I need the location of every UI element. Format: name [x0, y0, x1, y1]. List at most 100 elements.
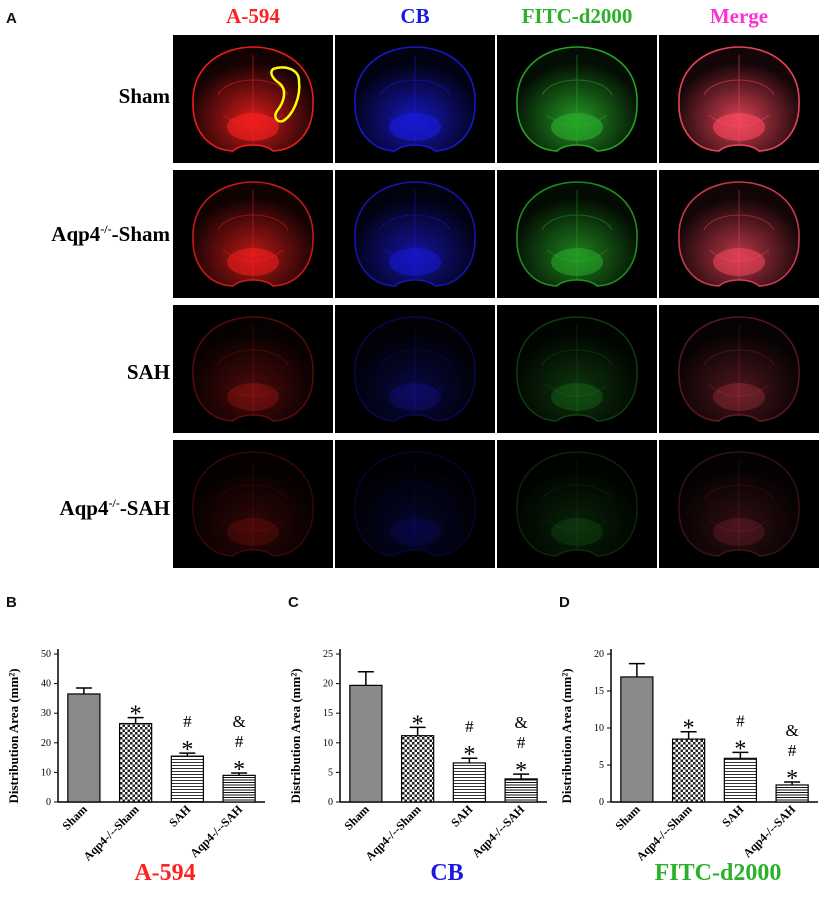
micrograph-tile — [659, 305, 819, 433]
micrograph-tile — [659, 440, 819, 568]
bar — [620, 676, 654, 803]
brain-section-outline — [354, 451, 476, 557]
y-tick-label: 20 — [323, 679, 333, 690]
y-tick-label: 25 — [323, 649, 333, 660]
y-tick-label: 10 — [323, 738, 333, 749]
y-tick-label: 40 — [41, 679, 51, 690]
bar-chart-c: Distribution Area (mm²) 0 5 10 15 20 25 Sham * Aq… — [288, 649, 547, 864]
category-label: Aqp4-/--Sham — [80, 802, 141, 863]
y-tick-label: 10 — [594, 723, 604, 734]
micrograph-tile — [497, 35, 657, 163]
category-label: Sham — [341, 802, 372, 833]
bar — [400, 735, 435, 803]
brain-section-outline — [678, 316, 800, 422]
y-axis-label: Distribution Area (mm²) — [6, 668, 21, 803]
bar — [170, 755, 205, 803]
micrograph-tile — [173, 170, 333, 298]
row-label-1: Aqp4-/--Sham — [51, 222, 170, 246]
significance-mark: * — [734, 736, 746, 762]
micrograph-tile — [335, 440, 495, 568]
brain-section-outline — [678, 181, 800, 287]
category-label: Sham — [612, 802, 643, 833]
micrograph-tile — [497, 305, 657, 433]
column-header-0: A-594 — [226, 4, 280, 28]
bar-chart-d: Distribution Area (mm²) 0 5 10 15 20 Sham * Aqp4… — [559, 649, 818, 864]
micrograph-tile — [335, 305, 495, 433]
significance-mark: # — [736, 711, 745, 730]
significance-mark: # — [235, 732, 244, 751]
bar — [118, 722, 153, 803]
y-tick-label: 50 — [41, 649, 51, 660]
y-tick-label: 20 — [41, 738, 51, 749]
y-tick-label: 5 — [328, 767, 333, 778]
significance-mark: * — [181, 737, 193, 763]
y-tick-label: 20 — [594, 649, 604, 660]
significance-mark: * — [683, 716, 695, 742]
significance-mark: # — [517, 733, 526, 752]
micrograph-tile — [335, 170, 495, 298]
bar — [349, 684, 383, 803]
chart-caption-c: CB — [430, 860, 464, 886]
column-header-1: CB — [400, 4, 430, 28]
row-label-0: Sham — [118, 84, 170, 108]
y-tick-label: 15 — [594, 686, 604, 697]
column-header-3: Merge — [709, 4, 769, 28]
micrograph-tile — [659, 35, 819, 163]
chart-caption-b: A-594 — [134, 860, 196, 886]
brain-section-outline — [678, 451, 800, 557]
bar — [452, 762, 487, 803]
bar — [222, 774, 256, 803]
category-label: Aqp4-/--SAH — [740, 802, 798, 860]
category-label: Aqp4-/--SAH — [187, 802, 245, 860]
y-tick-label: 0 — [599, 797, 604, 808]
micrograph-tile — [659, 170, 819, 298]
brain-section-outline — [354, 181, 476, 287]
chart-caption-d: FITC-d2000 — [654, 860, 782, 886]
category-label: SAH — [719, 802, 747, 830]
significance-mark: * — [463, 742, 475, 768]
significance-mark: * — [515, 758, 527, 784]
y-tick-label: 0 — [328, 797, 333, 808]
brain-section-outline — [192, 451, 314, 557]
significance-mark: # — [788, 741, 797, 760]
significance-mark: # — [465, 717, 474, 736]
significance-mark: * — [233, 757, 245, 783]
category-label: Aqp4-/--Sham — [362, 802, 423, 863]
category-label: Sham — [59, 802, 90, 833]
y-tick-label: 5 — [599, 760, 604, 771]
significance-mark: & — [233, 712, 246, 731]
brain-section-outline — [354, 316, 476, 422]
significance-mark: # — [183, 712, 192, 731]
micrograph-tile — [173, 305, 333, 433]
category-label: Aqp4-/--Sham — [633, 802, 694, 863]
brain-section-outline — [516, 451, 638, 557]
y-tick-label: 0 — [46, 797, 51, 808]
category-label: SAH — [448, 802, 476, 830]
category-label: SAH — [166, 802, 194, 830]
micrograph-tile — [497, 170, 657, 298]
roi-outline — [270, 66, 301, 123]
brain-section-outline — [192, 316, 314, 422]
brain-section-outline — [516, 316, 638, 422]
panel-letter-c: C — [288, 594, 299, 611]
row-label-2: SAH — [126, 360, 170, 384]
panel-letter-a: A — [6, 10, 17, 27]
panel-letter-b: B — [6, 594, 17, 611]
y-tick-label: 15 — [323, 708, 333, 719]
category-label: Aqp4-/--SAH — [469, 802, 527, 860]
y-tick-label: 30 — [41, 708, 51, 719]
bar — [67, 693, 101, 803]
y-axis-label: Distribution Area (mm²) — [288, 668, 303, 803]
significance-mark: & — [515, 713, 528, 732]
bar-chart-b: Distribution Area (mm²) 0 10 20 30 40 50 Sham * A… — [6, 649, 265, 864]
row-label-3: Aqp4-/--SAH — [59, 496, 170, 520]
significance-mark: & — [786, 721, 799, 740]
brain-section-outline — [516, 181, 638, 287]
significance-mark: * — [786, 766, 798, 792]
y-axis-label: Distribution Area (mm²) — [559, 668, 574, 803]
significance-mark: * — [412, 711, 424, 737]
bar — [671, 738, 706, 803]
panel-letter-d: D — [559, 594, 570, 611]
micrograph-tile — [335, 35, 495, 163]
column-header-2: FITC-d2000 — [521, 4, 633, 28]
